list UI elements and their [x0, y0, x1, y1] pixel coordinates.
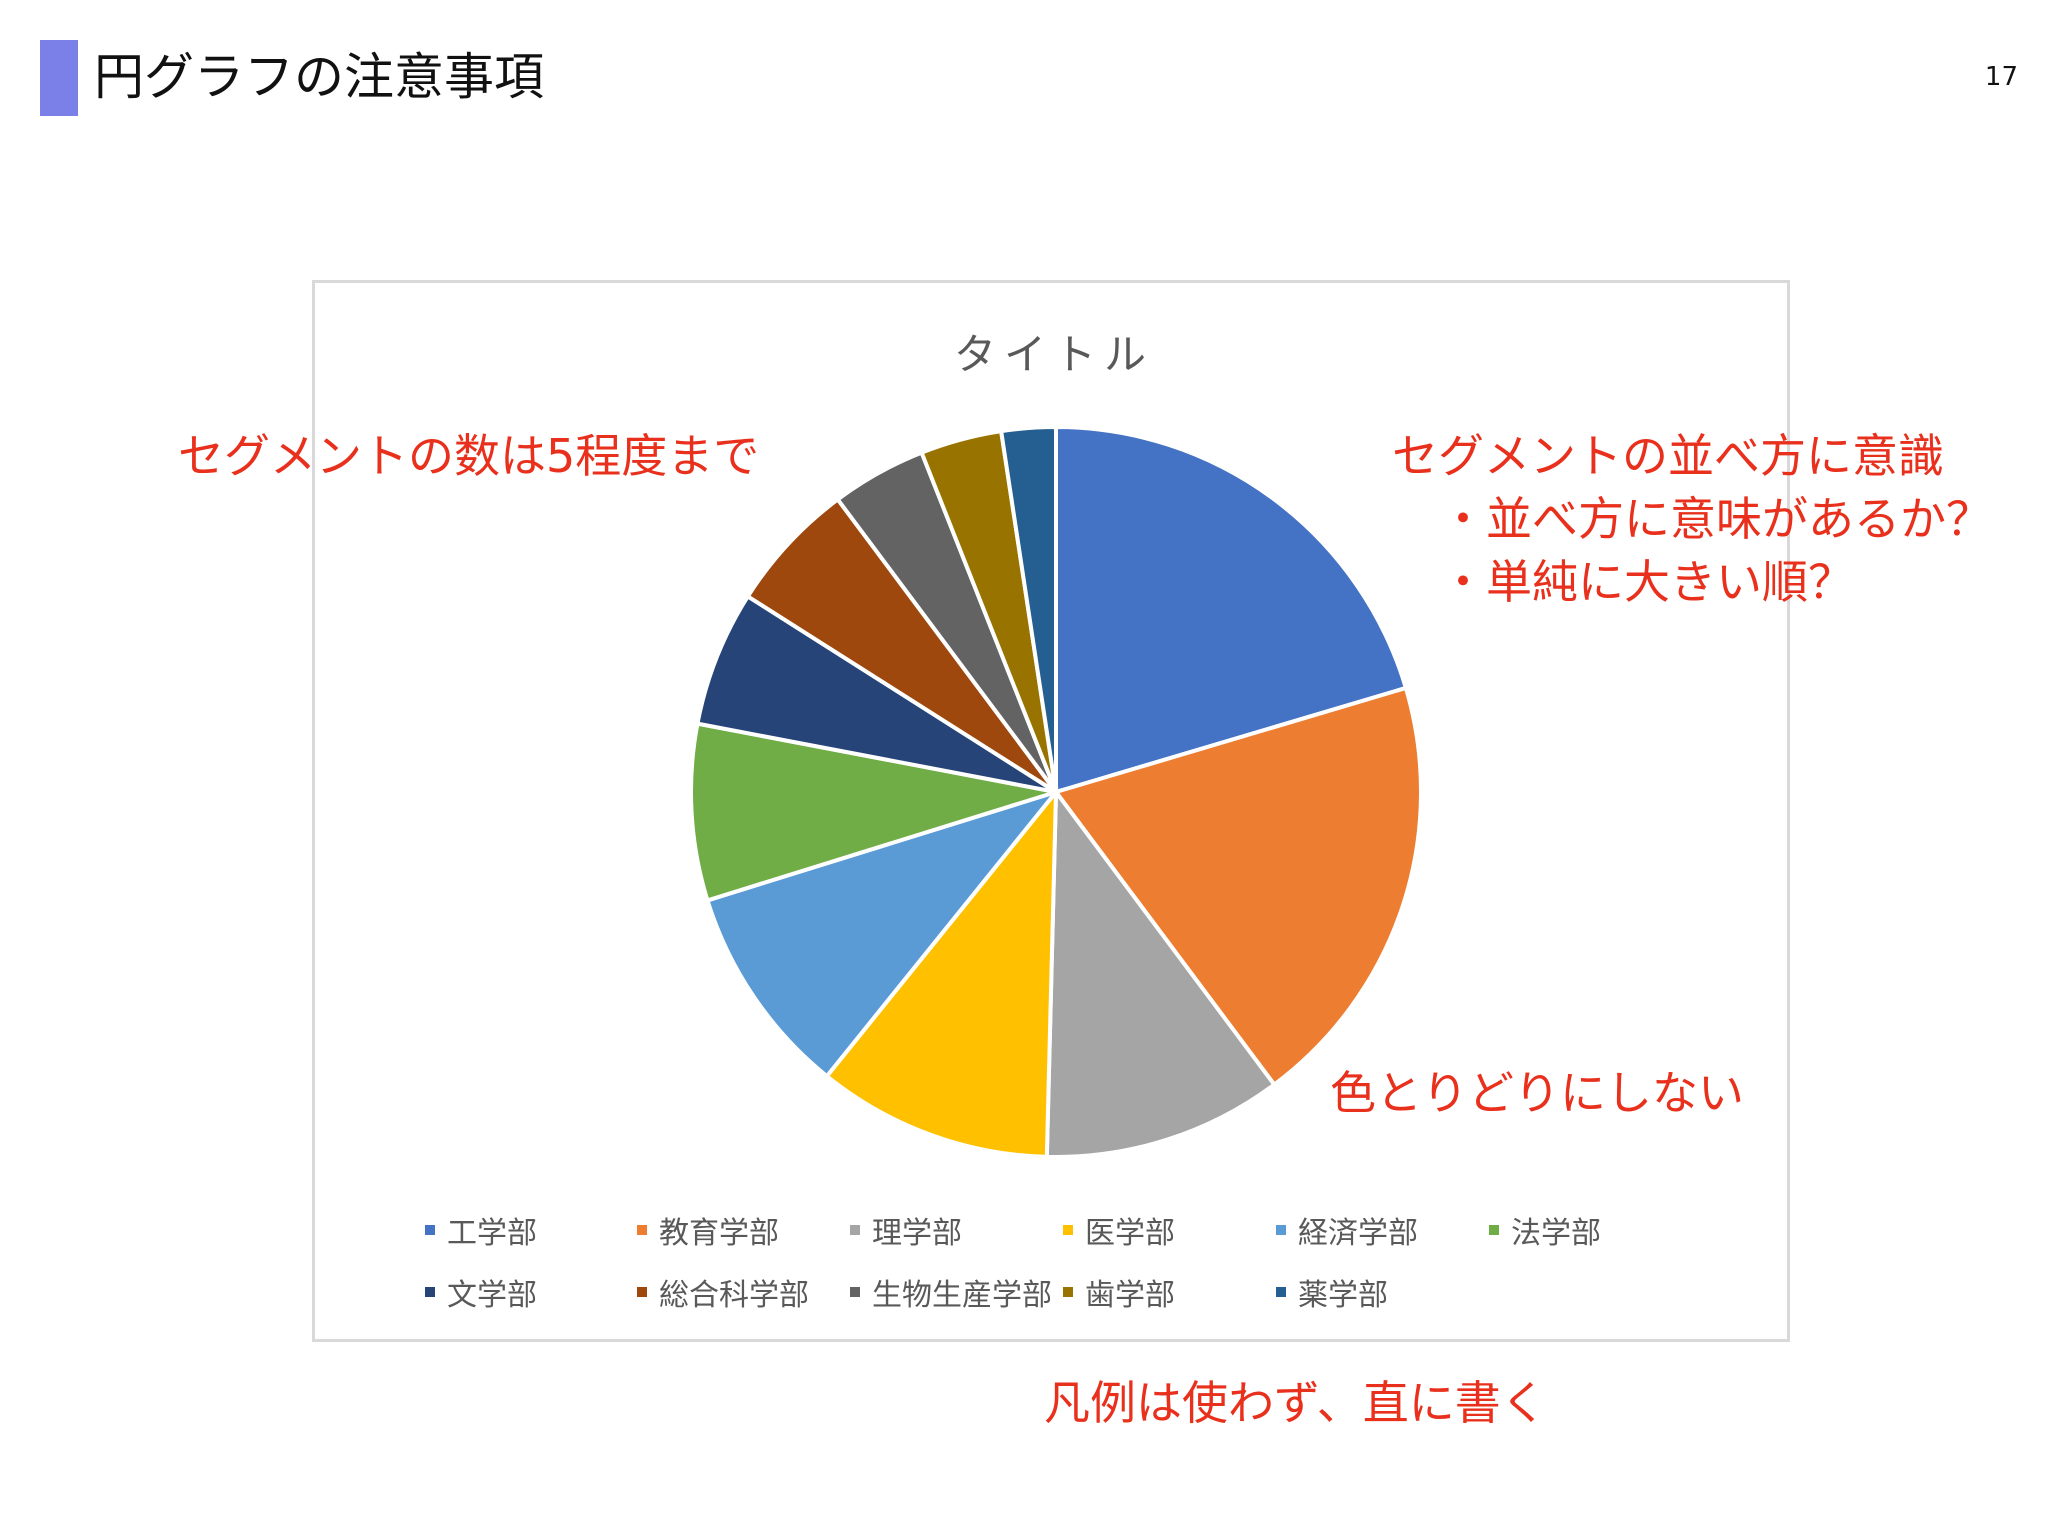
legend-item: 歯学部 — [1063, 1270, 1175, 1314]
legend-item: 生物生産学部 — [850, 1270, 1052, 1314]
pie-slice-3 — [1044, 786, 1278, 1159]
pie-slice-11 — [998, 424, 1058, 793]
legend-swatch — [850, 1287, 860, 1297]
legend-label: 法学部 — [1511, 1216, 1601, 1251]
legend-swatch — [1489, 1225, 1499, 1235]
legend-label: 工学部 — [447, 1216, 537, 1251]
legend-swatch — [1063, 1225, 1073, 1235]
pie-slice-5 — [704, 788, 1062, 1079]
annotation-segment-count: セグメントの数は5程度まで — [178, 429, 760, 483]
legend-label: 医学部 — [1085, 1216, 1175, 1251]
annotation-segment-order-point-1: ・並べ方に意味があるか？ — [1440, 492, 1992, 546]
legend-swatch — [425, 1225, 435, 1235]
legend-item: 工学部 — [425, 1208, 537, 1252]
chart-title: タイトル — [953, 330, 1154, 379]
slide-title: 円グラフの注意事項 — [94, 48, 544, 106]
legend-label: 生物生産学部 — [872, 1278, 1052, 1313]
legend-swatch — [850, 1225, 860, 1235]
legend-swatch — [1276, 1225, 1286, 1235]
legend-item: 薬学部 — [1276, 1270, 1388, 1314]
annotation-segment-order-title: セグメントの並べ方に意識 — [1392, 429, 1944, 483]
pie-slice-4 — [824, 786, 1059, 1159]
legend-swatch — [637, 1225, 647, 1235]
legend-label: 経済学部 — [1298, 1216, 1418, 1251]
legend-label: 総合科学部 — [659, 1278, 809, 1313]
annotation-segment-order-point-2: ・単純に大きい順？ — [1440, 555, 1854, 609]
legend-label: 理学部 — [872, 1216, 962, 1251]
legend-swatch — [637, 1287, 647, 1297]
legend-item: 総合科学部 — [637, 1270, 809, 1314]
pie-slice-6 — [689, 721, 1057, 903]
pie-slice-1 — [1054, 424, 1409, 795]
legend-item: 医学部 — [1063, 1208, 1175, 1252]
legend-label: 教育学部 — [659, 1216, 779, 1251]
legend-item: 理学部 — [850, 1208, 962, 1252]
legend-item: 経済学部 — [1276, 1208, 1418, 1252]
legend-item: 法学部 — [1489, 1208, 1601, 1252]
legend-swatch — [425, 1287, 435, 1297]
legend-label: 歯学部 — [1085, 1278, 1175, 1313]
pie-chart — [689, 424, 1423, 1159]
legend-item: 教育学部 — [637, 1208, 779, 1252]
pie-slice-2 — [1052, 685, 1423, 1088]
legend-label: 文学部 — [447, 1278, 537, 1313]
chart-frame: タイトル 工学部 教育学部 理学部 医学部 経済学部 法学部文学部 総合科学部 生物生産学部歯… — [312, 280, 1790, 1342]
legend-swatch — [1276, 1287, 1286, 1297]
pie-slice-7 — [695, 593, 1058, 794]
annotation-legend: 凡例は使わず、直に書く — [1044, 1376, 1547, 1430]
annotation-colors: 色とりどりにしない — [1330, 1066, 1744, 1120]
legend-item: 文学部 — [425, 1270, 537, 1314]
page-number: 17 — [1984, 62, 2018, 92]
pie-slice-8 — [745, 496, 1058, 794]
title-accent-bar — [40, 40, 78, 116]
legend-swatch — [1063, 1287, 1073, 1297]
legend-label: 薬学部 — [1298, 1278, 1388, 1313]
